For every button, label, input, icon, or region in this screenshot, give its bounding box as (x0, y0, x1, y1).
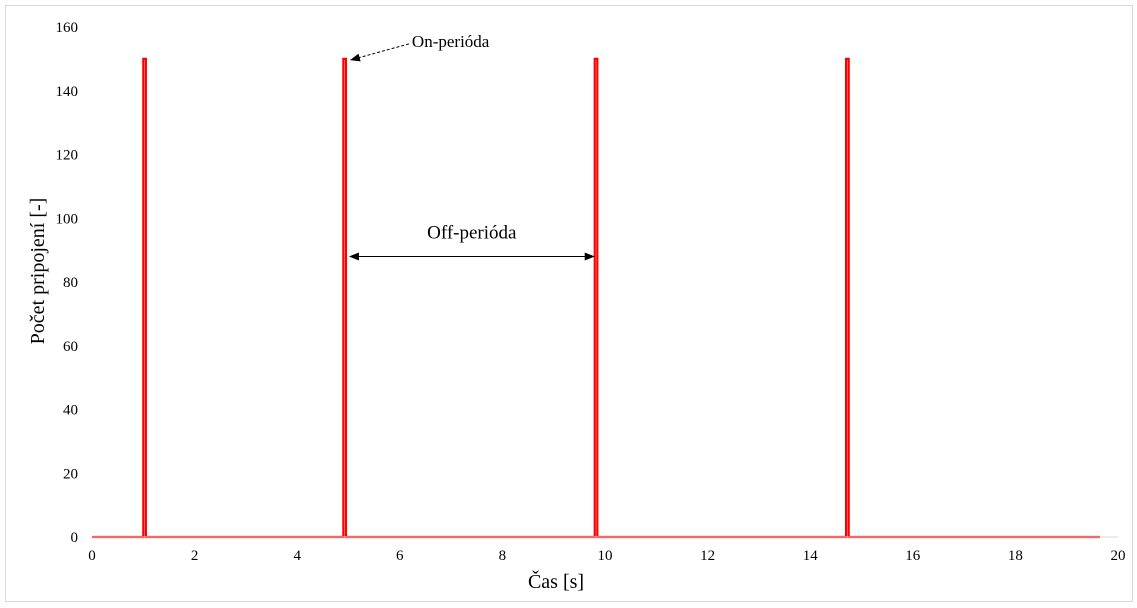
x-tick-label: 4 (293, 548, 301, 564)
y-tick-label: 80 (63, 275, 78, 291)
x-tick-label: 0 (88, 548, 96, 564)
x-tick-label: 10 (598, 548, 613, 564)
y-tick-label: 100 (56, 211, 79, 227)
y-tick-label: 40 (63, 403, 78, 419)
chart: 0 20 40 60 80 100 120 140 160 0 2 4 6 8 10 12 14 16 18 20 O… (27, 20, 1126, 593)
on-period-label: On-perióda (412, 32, 490, 51)
x-tick-label: 16 (905, 548, 921, 564)
x-tick-label: 2 (191, 548, 199, 564)
x-tick-label: 12 (700, 548, 715, 564)
x-tick-label: 18 (1008, 548, 1023, 564)
y-tick-label: 60 (63, 339, 78, 355)
chart-frame: 0 20 40 60 80 100 120 140 160 0 2 4 6 8 10 12 14 16 18 20 O… (5, 5, 1133, 602)
y-tick-label: 160 (56, 20, 79, 36)
y-axis-title: Počet pripojení [-] (27, 198, 49, 345)
on-period-arrow (349, 43, 410, 62)
x-axis-title: Čas [s] (528, 569, 584, 593)
series-line (92, 57, 1101, 539)
y-tick-label: 0 (71, 530, 79, 546)
y-tick-label: 20 (63, 466, 78, 482)
x-tick-label: 6 (396, 548, 404, 564)
x-tick-label: 14 (803, 548, 819, 564)
y-tick-label: 140 (56, 84, 79, 100)
annotations: On-perióda Off-perióda (348, 32, 595, 261)
off-period-label: Off-perióda (427, 223, 517, 244)
y-tick-label: 120 (56, 148, 79, 164)
axes: 0 20 40 60 80 100 120 140 160 0 2 4 6 8 10 12 14 16 18 20 (56, 20, 1126, 564)
plot-area (92, 57, 1101, 539)
x-tick-label: 8 (499, 548, 507, 564)
x-tick-label: 20 (1111, 548, 1126, 564)
